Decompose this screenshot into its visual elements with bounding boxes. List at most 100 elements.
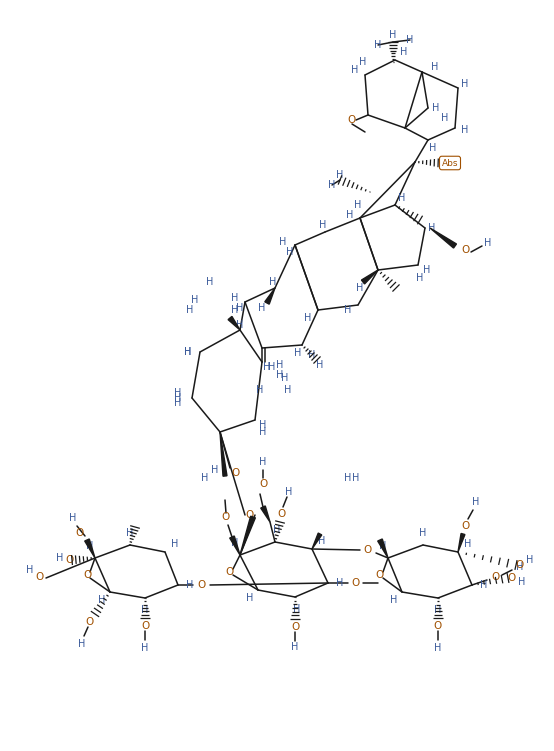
Text: H: H	[126, 528, 134, 538]
Text: H: H	[461, 125, 469, 135]
Text: H: H	[237, 320, 244, 330]
Text: H: H	[184, 347, 192, 357]
Text: O: O	[461, 245, 469, 255]
Text: O: O	[352, 578, 360, 588]
Text: H: H	[519, 577, 526, 587]
Text: H: H	[416, 273, 424, 283]
Text: H: H	[351, 65, 358, 75]
Text: H: H	[428, 223, 435, 233]
Text: O: O	[198, 580, 206, 590]
Text: H: H	[419, 528, 427, 538]
Text: O: O	[222, 512, 230, 522]
Text: O: O	[246, 510, 254, 520]
Text: H: H	[389, 30, 397, 40]
Text: O: O	[86, 617, 94, 627]
Text: H: H	[480, 580, 488, 590]
Text: H: H	[201, 473, 209, 483]
Text: O: O	[83, 570, 91, 580]
Text: H: H	[360, 57, 367, 67]
Text: H: H	[336, 578, 343, 588]
Text: O: O	[65, 555, 73, 565]
Text: O: O	[36, 572, 44, 582]
Text: H: H	[329, 180, 336, 190]
Text: H: H	[355, 200, 362, 210]
Text: H: H	[247, 593, 254, 603]
Text: H: H	[473, 497, 480, 507]
Polygon shape	[230, 536, 240, 555]
Text: H: H	[432, 103, 440, 113]
Text: H: H	[285, 487, 293, 497]
Text: H: H	[281, 373, 289, 383]
Text: H: H	[175, 388, 182, 398]
Text: H: H	[319, 220, 327, 230]
Text: O: O	[278, 509, 286, 519]
Text: H: H	[484, 238, 492, 248]
Text: O: O	[434, 621, 442, 631]
Text: H: H	[273, 525, 281, 535]
Text: O: O	[462, 521, 470, 531]
Text: O: O	[508, 573, 516, 583]
Text: H: H	[186, 305, 194, 315]
Text: H: H	[375, 40, 382, 50]
Text: O: O	[516, 560, 524, 570]
Polygon shape	[85, 539, 95, 558]
Text: H: H	[309, 350, 316, 360]
Text: H: H	[304, 313, 312, 323]
Text: H: H	[257, 385, 264, 395]
Text: H: H	[86, 541, 94, 551]
Polygon shape	[265, 288, 275, 304]
Text: H: H	[259, 457, 266, 467]
Text: H: H	[406, 35, 414, 45]
Text: H: H	[379, 541, 387, 551]
Text: H: H	[316, 360, 324, 370]
Text: H: H	[26, 565, 34, 575]
Text: H: H	[293, 604, 301, 614]
Text: H: H	[345, 305, 352, 315]
Text: H: H	[279, 237, 286, 247]
Text: O: O	[76, 528, 84, 538]
Text: H: H	[141, 605, 148, 615]
Polygon shape	[220, 432, 227, 476]
Text: H: H	[258, 303, 266, 313]
Text: H: H	[345, 473, 352, 483]
Text: H: H	[186, 580, 194, 590]
Text: H: H	[191, 295, 199, 305]
Text: H: H	[284, 385, 292, 395]
Text: H: H	[434, 643, 442, 653]
Text: O: O	[226, 567, 234, 577]
Text: H: H	[286, 247, 294, 257]
Polygon shape	[312, 533, 322, 549]
Polygon shape	[228, 316, 240, 330]
Text: H: H	[276, 360, 284, 370]
Text: H: H	[526, 555, 534, 565]
Text: H: H	[141, 643, 148, 653]
Text: O: O	[348, 115, 356, 125]
Text: Abs: Abs	[442, 158, 458, 167]
Text: H: H	[464, 539, 471, 549]
Text: H: H	[175, 393, 182, 403]
Text: H: H	[171, 539, 179, 549]
Text: H: H	[237, 303, 244, 313]
Text: H: H	[259, 420, 266, 430]
Text: H: H	[184, 347, 192, 357]
Text: O: O	[259, 479, 267, 489]
Text: H: H	[211, 465, 219, 475]
Polygon shape	[261, 506, 270, 522]
Text: H: H	[434, 605, 442, 615]
Text: H: H	[442, 113, 449, 123]
Polygon shape	[458, 533, 465, 552]
Text: O: O	[364, 545, 372, 555]
Text: H: H	[232, 538, 239, 548]
Text: H: H	[401, 47, 408, 57]
Text: H: H	[346, 210, 353, 220]
Text: H: H	[294, 348, 302, 358]
Text: H: H	[398, 193, 406, 203]
Text: H: H	[206, 277, 214, 287]
Text: H: H	[423, 265, 430, 275]
Text: H: H	[268, 362, 276, 372]
Text: O: O	[291, 622, 299, 632]
Polygon shape	[240, 516, 255, 555]
Text: H: H	[259, 427, 266, 437]
Text: O: O	[141, 621, 149, 631]
Text: H: H	[98, 595, 106, 605]
